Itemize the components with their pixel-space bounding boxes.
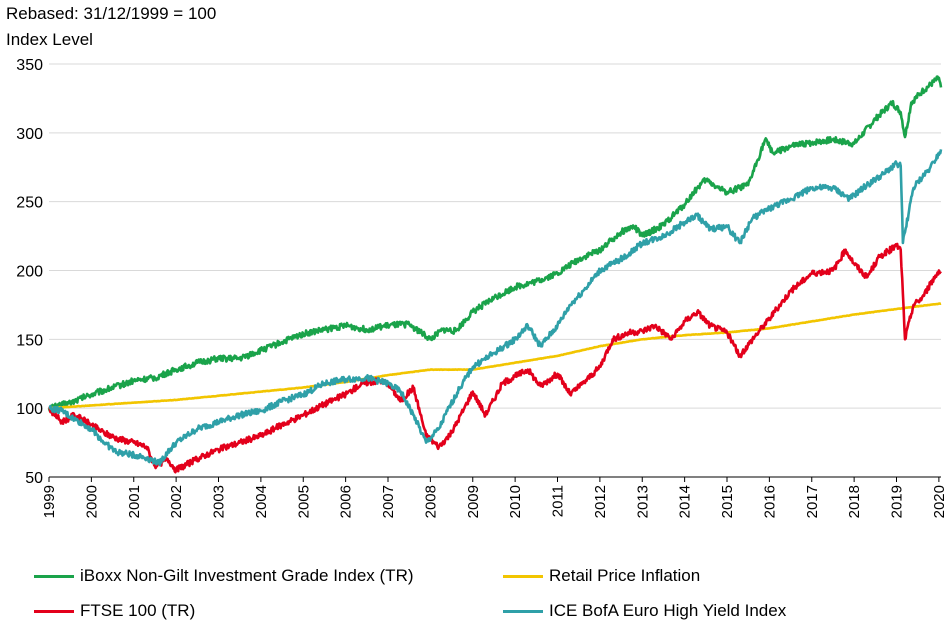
y-tick-label: 350 bbox=[16, 57, 43, 74]
y-tick-labels: 50 100 150 200 250 300 350 bbox=[16, 57, 43, 487]
x-tick-label: 1999 bbox=[41, 485, 58, 518]
x-tick-label: 2020 bbox=[931, 485, 945, 518]
axes bbox=[48, 476, 941, 482]
y-tick-label: 100 bbox=[16, 401, 43, 418]
x-tick-label: 2003 bbox=[211, 485, 228, 518]
x-tick-label: 2013 bbox=[634, 485, 651, 518]
legend-label-rpi: Retail Price Inflation bbox=[549, 566, 701, 585]
x-tick-label: 2001 bbox=[126, 485, 143, 518]
x-tick-label: 2019 bbox=[889, 485, 906, 518]
legend-item-hy: ICE BofA Euro High Yield Index bbox=[503, 599, 786, 623]
x-tick-label: 2010 bbox=[507, 485, 524, 518]
x-tick-label: 2008 bbox=[422, 485, 439, 518]
legend-swatch-hy bbox=[503, 609, 543, 613]
y-tick-label: 150 bbox=[16, 332, 43, 349]
legend-item-ftse: FTSE 100 (TR) bbox=[34, 599, 195, 623]
x-tick-labels: 1999 2000 2001 2002 2003 2004 2005 2006 2007 2008… bbox=[41, 485, 945, 518]
series-lines bbox=[47, 75, 943, 474]
legend-label-ftse: FTSE 100 (TR) bbox=[80, 601, 196, 620]
x-tick-label: 2007 bbox=[380, 485, 397, 518]
y-tick-label: 200 bbox=[16, 264, 43, 281]
legend-swatch-rpi bbox=[503, 574, 543, 578]
x-tick-label: 2002 bbox=[168, 485, 185, 518]
x-tick-label: 2012 bbox=[592, 485, 609, 518]
gridlines bbox=[49, 63, 941, 409]
legend-label-iboxx: iBoxx Non-Gilt Investment Grade Index (T… bbox=[80, 566, 414, 585]
x-tick-label: 2005 bbox=[295, 485, 312, 518]
x-tick-label: 2014 bbox=[677, 485, 694, 518]
x-tick-label: 2006 bbox=[338, 485, 355, 518]
y-axis-label: Index Level bbox=[6, 30, 93, 49]
x-tick-label: 2000 bbox=[83, 485, 100, 518]
x-tick-label: 2009 bbox=[465, 485, 482, 518]
y-tick-label: 50 bbox=[25, 470, 43, 487]
x-tick-label: 2015 bbox=[719, 485, 736, 518]
series-line-1 bbox=[48, 302, 942, 410]
y-tick-label: 300 bbox=[16, 126, 43, 143]
series-line-2 bbox=[48, 242, 942, 474]
legend-label-hy: ICE BofA Euro High Yield Index bbox=[549, 601, 787, 620]
legend-swatch-ftse bbox=[34, 609, 74, 613]
chart-title: Rebased: 31/12/1999 = 100 bbox=[6, 4, 217, 23]
legend-swatch-iboxx bbox=[34, 574, 74, 578]
series-line-0 bbox=[47, 75, 943, 412]
x-tick-label: 2016 bbox=[761, 485, 778, 518]
x-tick-label: 2004 bbox=[253, 485, 270, 518]
x-tick-label: 2011 bbox=[550, 485, 567, 517]
y-tick-label: 250 bbox=[16, 195, 43, 212]
legend-item-rpi: Retail Price Inflation bbox=[503, 564, 700, 588]
x-tick-label: 2018 bbox=[846, 485, 863, 518]
x-tick-label: 2017 bbox=[804, 485, 821, 518]
legend-item-iboxx: iBoxx Non-Gilt Investment Grade Index (T… bbox=[34, 564, 414, 588]
series-line-3 bbox=[48, 149, 943, 467]
